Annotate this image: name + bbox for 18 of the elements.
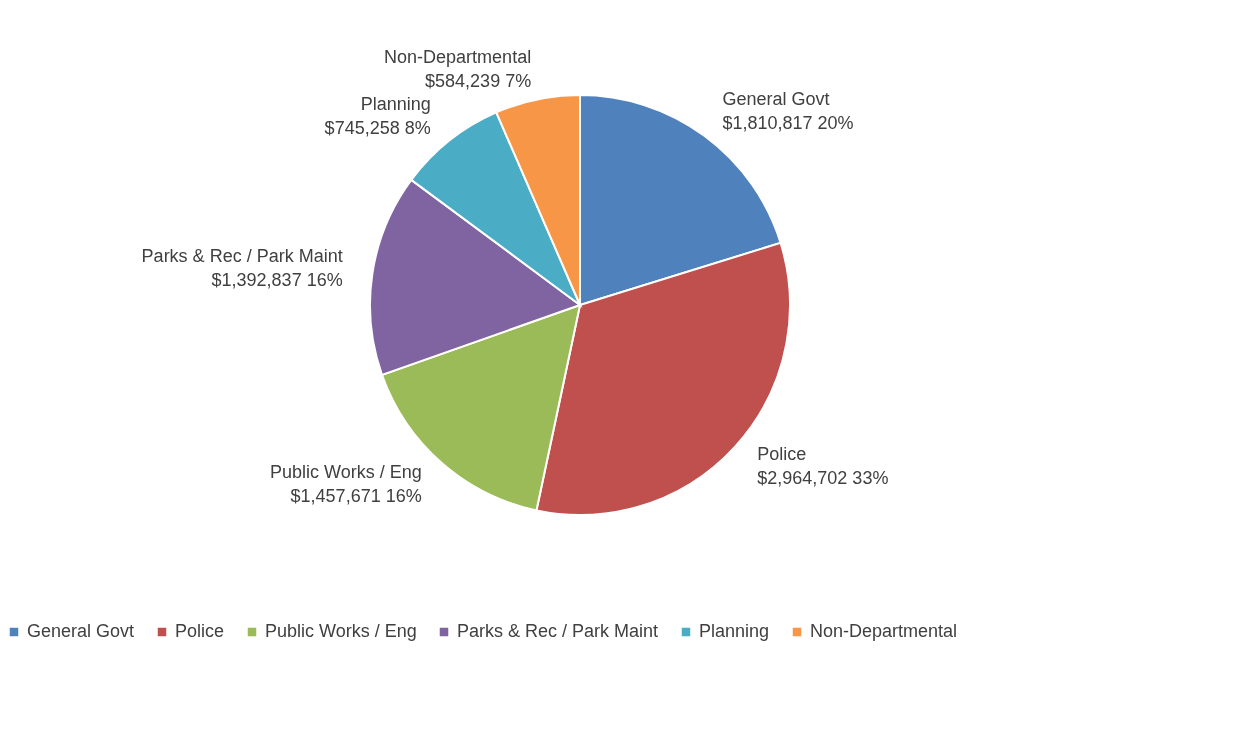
data-label: $1,392,837 16%: [211, 270, 343, 291]
legend-label: General Govt: [27, 621, 135, 641]
legend-label: Planning: [699, 621, 770, 641]
data-label: $745,258 8%: [324, 118, 431, 139]
slice-label: Parks & Rec / Park Maint: [141, 246, 343, 267]
data-label: $2,964,702 33%: [757, 467, 889, 488]
data-label: $1,457,671 16%: [290, 486, 422, 507]
legend-label: Public Works / Eng: [265, 621, 417, 641]
slice-label: Police: [757, 443, 807, 464]
slice-label: Planning: [360, 94, 431, 115]
legend-label: Parks & Rec / Park Maint: [457, 621, 659, 641]
legend-label: Non-Departmental: [810, 621, 958, 641]
legend-label: Police: [175, 621, 225, 641]
slice-label: Non-Departmental: [384, 47, 532, 68]
data-label: $584,239 7%: [425, 71, 532, 92]
data-label: $1,810,817 20%: [722, 112, 854, 133]
slice-label: Public Works / Eng: [269, 462, 422, 483]
slice-label: General Govt: [722, 88, 830, 109]
